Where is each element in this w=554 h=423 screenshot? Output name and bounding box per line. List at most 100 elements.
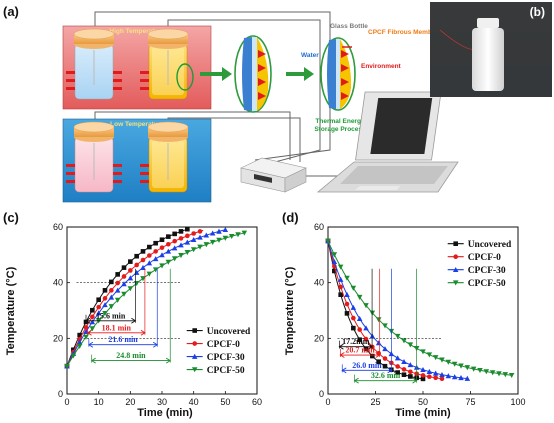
data-point [90,314,95,320]
data-point [401,358,407,365]
legend-marker [453,254,459,259]
panel-label-a: (a) [3,4,19,19]
data-point [408,374,413,379]
data-point [128,259,133,264]
data-point [483,369,490,375]
data-point [451,361,458,367]
data-point [439,371,445,378]
data-point [184,250,191,256]
data-point [375,317,382,323]
data-point [102,311,108,317]
data-point [166,234,171,239]
data-point [203,242,210,248]
data-point [426,352,433,358]
data-point [401,367,407,372]
data-point [140,264,146,270]
data-point [64,363,70,369]
data-point [344,275,350,281]
data-point [184,239,191,245]
data-point [209,230,216,236]
data-point [420,349,426,355]
data-point [166,241,171,247]
data-point [127,275,134,281]
legend-marker [191,353,198,359]
water-label: Water [301,52,319,59]
data-point [121,274,127,279]
data-point [408,369,413,375]
data-point [426,368,433,374]
interval-label: 21.6 min [108,335,138,344]
data-point [338,292,343,297]
data-point [337,276,344,282]
data-point [178,229,184,234]
data-point [394,355,401,361]
y-tick-label: 60 [53,222,63,232]
data-point [153,240,158,246]
legend-label: CPCF-0 [207,340,240,350]
data-point [128,268,133,273]
magnified-wall-2 [320,37,356,111]
x-tick-label: 75 [465,397,475,407]
low-temperature-label: Low Temperature [110,121,164,128]
data-point [152,256,159,262]
data-point [147,253,152,258]
data-point [350,304,357,310]
interval-label: 18.1 min [102,323,132,332]
x-tick-label: 40 [189,397,199,407]
data-point [420,376,426,382]
data-point [121,281,127,287]
data-point [146,260,153,266]
data-point [496,371,502,377]
data-point [363,303,369,309]
jar-high-membrane [147,28,194,100]
data-point [363,336,369,342]
data-point [185,233,190,239]
data-point [228,233,235,240]
data-point [209,239,216,245]
data-point [171,256,178,262]
data-point [222,235,229,241]
data-point [89,319,96,325]
data-point [90,307,95,313]
data-point [115,272,120,277]
laptop [316,91,459,193]
data-point [70,353,77,359]
jar-low-water [73,121,115,193]
data-point [420,373,426,378]
data-point [77,332,82,338]
chart-c-ylabel: Temperature (°C) [5,266,17,355]
data-point [134,262,139,268]
data-point [159,237,165,243]
legend-label: CPCF-30 [468,266,506,276]
data-point [146,271,153,277]
data-point [159,252,165,258]
data-point [338,284,343,290]
data-point [191,231,196,236]
data-point [153,249,158,254]
data-point [114,297,121,303]
data-point [197,234,203,240]
data-point [344,291,350,297]
data-point [190,247,197,253]
data-point [470,366,477,372]
data-point [370,353,375,359]
data-point [172,231,177,237]
data-point [89,326,96,332]
legend-marker [453,241,458,246]
data-point [325,238,331,244]
x-tick-label: 60 [252,397,262,407]
interval-label: 24.8 min [116,351,146,360]
data-point [222,226,229,233]
panel-b-photo: (b) [430,2,552,97]
data-point [439,357,445,363]
data-point [109,288,114,293]
data-point [351,315,356,321]
data-point [464,365,471,371]
y-tick-label: 0 [319,389,324,399]
data-point [216,237,222,243]
data-point [108,304,115,310]
chart-cooling: (d) Time (min) Temperature (°C) 0 25 50 75 1… [282,210,526,419]
data-point [203,232,210,238]
data-point [356,294,363,300]
